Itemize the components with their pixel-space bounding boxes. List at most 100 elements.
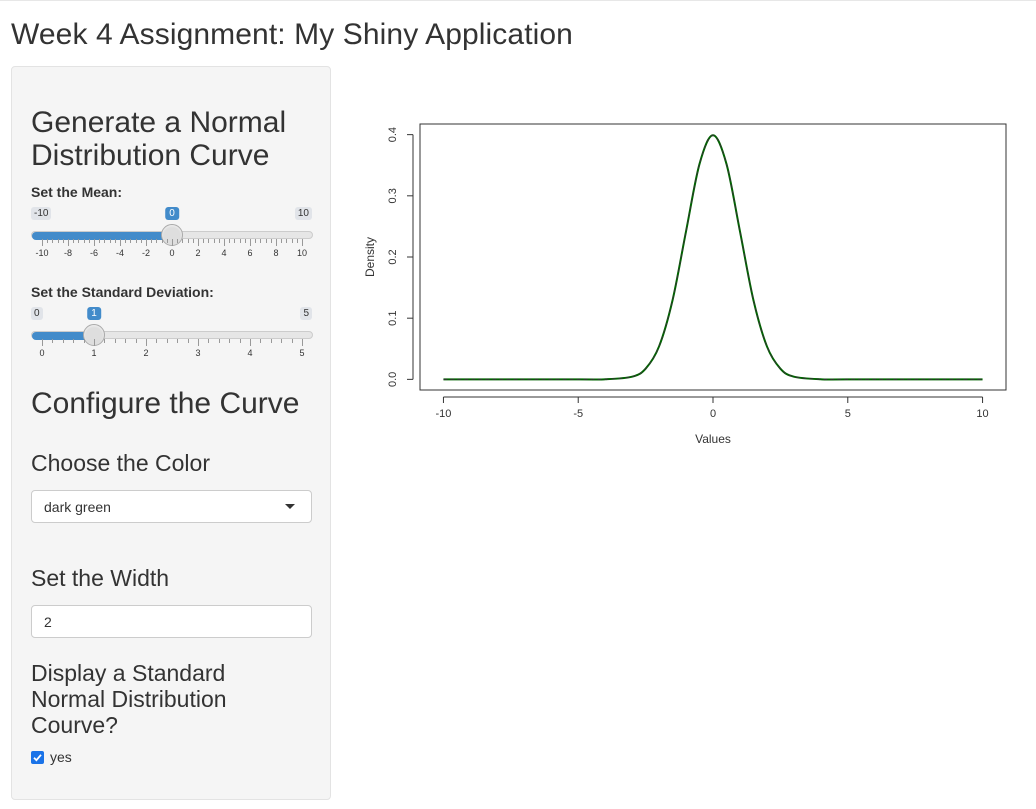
display-label-line-3: Courve? [31,712,118,738]
slider-major-tick [250,339,251,346]
slider-minor-tick [177,339,179,343]
slider-major-tick [224,239,225,246]
slider-tick-label: 2 [143,348,149,358]
curve-series-line [443,134,983,381]
slider-tick-label: 8 [273,248,279,258]
slider-major-tick [68,239,69,246]
sd-min-badge: 0 [31,307,43,320]
slider-minor-tick [88,239,90,243]
y-axis-label: Density [363,237,377,277]
slider-major-tick [94,239,95,246]
slider-minor-tick [52,239,54,243]
slider-major-tick [172,239,173,246]
y-tick-label: 0.1 [387,311,399,326]
slider-minor-tick [161,239,163,243]
density-plot: -10 -5 0 5 10 0.0 0.1 0.2 0.3 0.4 Values Density [363,123,1007,446]
slider-minor-tick [104,339,106,343]
slider-minor-tick [140,239,142,243]
slider-tick-label: 3 [195,348,201,358]
slider-major-tick [302,239,303,246]
x-axis: -10 -5 0 5 10 [435,396,989,420]
display-label-line-2: Normal Distribution [31,686,227,712]
width-section-label: Set the Width [31,565,170,591]
slider-tick-label: -4 [115,248,125,258]
slider-tick-label: 1 [91,348,97,358]
slider-minor-tick [291,239,293,243]
slider-tick-label: 10 [296,248,308,258]
slider-tick-label: 4 [221,248,227,258]
color-select[interactable]: dark green [31,490,312,523]
x-tick-label: -10 [435,408,451,420]
slider-tick-label: -8 [63,248,73,258]
x-tick-label: 0 [710,408,716,420]
mean-slider-fill [32,232,173,240]
slider-minor-tick [270,239,272,243]
sd-slider-label: Set the Standard Deviation: [31,284,214,300]
series-layer [443,134,983,381]
slider-minor-tick [166,339,168,343]
mean-min-badge: -10 [31,207,52,220]
slider-minor-tick [83,339,85,343]
slider-minor-tick [73,239,75,243]
slider-minor-tick [260,239,262,243]
sd-value-badge: 1 [87,307,101,320]
slider-major-tick [120,239,121,246]
slider-minor-tick [255,239,257,243]
slider-minor-tick [281,239,283,243]
slider-minor-tick [130,239,132,243]
slider-tick-label: -6 [89,248,99,258]
slider-minor-tick [166,239,168,243]
standard-normal-checkbox[interactable] [31,751,44,764]
sd-slider-track[interactable] [31,331,313,340]
slider-minor-tick [57,239,59,243]
x-tick-label: 5 [845,408,851,420]
slider-minor-tick [78,239,80,243]
slider-minor-tick [218,239,220,243]
slider-minor-tick [208,339,210,343]
y-tick-label: 0.0 [387,372,399,387]
slider-minor-tick [62,239,64,243]
slider-tick-label: 0 [39,348,45,358]
slider-tick-label: 4 [247,348,253,358]
slider-minor-tick [286,239,288,243]
slider-minor-tick [229,339,231,343]
slider-tick-label: 2 [195,248,201,258]
sidebar-panel: Generate a Normal Distribution Curve Set… [11,66,331,800]
slider-minor-tick [73,339,75,343]
slider-minor-tick [281,339,283,343]
y-axis: 0.0 0.1 0.2 0.3 0.4 [387,127,414,387]
display-section-label: Display a Standard Normal Distribution C… [31,660,227,738]
y-tick-label: 0.3 [387,188,399,203]
chevron-down-icon [285,504,295,509]
generate-heading-line-2: Distribution Curve [31,139,270,172]
top-border [0,0,1036,1]
slider-major-tick [302,339,303,346]
generate-heading-line-1: Generate a Normal [31,106,287,139]
slider-minor-tick [192,239,194,243]
slider-minor-tick [296,239,298,243]
slider-major-tick [198,239,199,246]
slider-minor-tick [47,239,49,243]
slider-minor-tick [182,239,184,243]
slider-major-tick [250,239,251,246]
slider-minor-tick [114,239,116,243]
sd-slider-fill [32,332,95,340]
slider-minor-tick [156,239,158,243]
slider-minor-tick [104,239,106,243]
slider-major-tick [276,239,277,246]
slider-major-tick [146,339,147,346]
slider-tick-label: -10 [35,248,49,258]
mean-slider-label: Set the Mean: [31,184,123,200]
mean-max-badge: 10 [294,207,312,220]
y-tick-label: 0.4 [387,127,399,142]
slider-minor-tick [265,239,267,243]
mean-value-badge: 0 [165,207,179,220]
slider-minor-tick [234,239,236,243]
color-select-value: dark green [44,499,111,515]
standard-normal-series-line [443,134,983,381]
slider-minor-tick [135,239,137,243]
slider-major-tick [94,339,95,346]
slider-minor-tick [62,339,64,343]
width-input[interactable]: 2 [31,605,312,638]
slider-minor-tick [291,339,293,343]
